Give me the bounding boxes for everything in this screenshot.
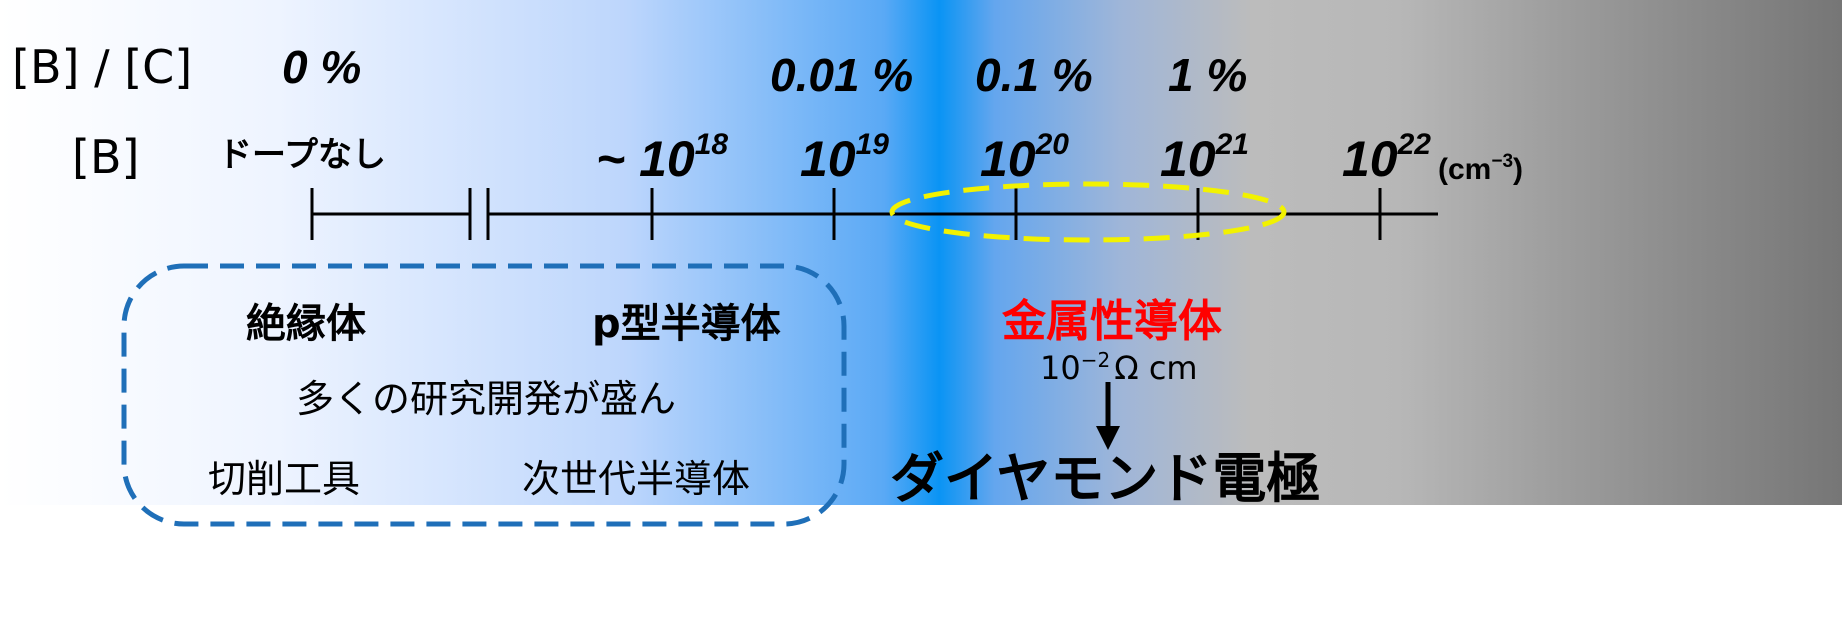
p-type-label: p型半導体	[592, 301, 781, 347]
conc-base: 10	[1160, 131, 1216, 187]
conc-1e20: 1020	[980, 128, 1069, 187]
percent-0-1: 0.1 %	[975, 49, 1093, 101]
undoped-label: ドープなし	[218, 135, 386, 175]
conc-approx-1e18: ~ 1018	[596, 128, 729, 187]
concentration-axis	[310, 188, 1438, 240]
conc-base: 10	[1342, 131, 1398, 187]
conc-base: 10	[980, 131, 1036, 187]
resistivity-exp: −2	[1080, 348, 1111, 372]
insulator-label: 絶縁体	[246, 301, 366, 347]
percent-0: 0 %	[282, 41, 362, 93]
conc-1e22: 1022	[1342, 128, 1431, 187]
conc-exp: 19	[855, 128, 889, 161]
conc-exp: 22	[1397, 128, 1431, 161]
research-note: 多くの研究開発が盛ん	[296, 377, 677, 421]
conc-1e21: 1021	[1160, 128, 1249, 187]
conc-approx-base: ~ 10	[596, 131, 695, 187]
cutting-tools-label: 切削工具	[208, 457, 361, 501]
down-arrow	[1096, 382, 1120, 450]
resistivity-unit: Ω cm	[1114, 349, 1198, 387]
resistivity-base: 10	[1040, 349, 1081, 387]
unit-exp: −3	[1491, 151, 1514, 172]
highlight-ellipse	[889, 181, 1287, 243]
conc-exp: 20	[1035, 128, 1069, 161]
unit-close: )	[1513, 153, 1524, 186]
conc-exp: 21	[1215, 128, 1249, 161]
diamond-electrode-label: ダイヤモンド電極	[890, 447, 1321, 510]
unit-base: (cm	[1438, 153, 1492, 186]
conc-unit: (cm−3)	[1438, 152, 1523, 185]
research-dashed-box	[121, 263, 847, 527]
next-gen-semiconductor-label: 次世代半導体	[522, 457, 751, 501]
gradient-background	[0, 0, 1842, 505]
resistivity-label: 10−2 Ω cm	[1040, 350, 1198, 384]
metallic-label: 金属性導体	[1002, 296, 1222, 347]
percent-0-01: 0.01 %	[770, 49, 914, 101]
conc-1e19: 1019	[800, 128, 889, 187]
conc-base: 10	[800, 131, 856, 187]
concentration-label: [B]	[72, 130, 140, 184]
conc-approx-exp: 18	[694, 128, 729, 161]
percent-1: 1 %	[1168, 49, 1248, 101]
ratio-label: [B] / [C]	[12, 40, 193, 94]
